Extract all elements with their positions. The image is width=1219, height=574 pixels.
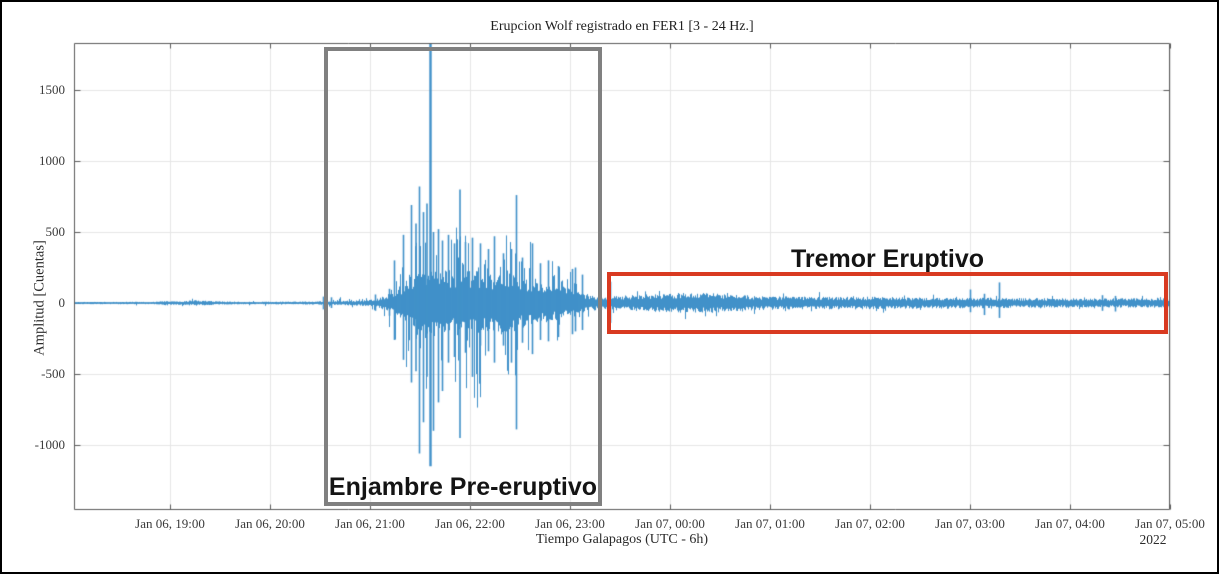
- chart-title: Erupcion Wolf registrado en FER1 [3 - 24…: [490, 19, 754, 34]
- y-tick-label: 500: [45, 224, 66, 239]
- x-axis-label: Tiempo Galapagos (UTC - 6h): [535, 532, 709, 547]
- x-tick-label: Jan 07, 04:00: [1035, 516, 1105, 531]
- x-tick-label: Jan 06, 19:00: [135, 516, 205, 531]
- y-tick-label: 1000: [39, 153, 65, 168]
- y-tick-label: -1000: [34, 437, 65, 452]
- x-tick-label: Jan 06, 22:00: [435, 516, 505, 531]
- x-axis-year-label: 2022: [1139, 532, 1167, 547]
- x-tick-label: Jan 07, 05:00: [1135, 516, 1205, 531]
- swarm-box: [324, 46, 602, 507]
- x-tick-label: Jan 06, 21:00: [335, 516, 405, 531]
- tremor-label: Tremor Eruptivo: [790, 245, 985, 274]
- x-tick-label: Jan 07, 03:00: [935, 516, 1005, 531]
- x-tick-label: Jan 07, 02:00: [835, 516, 905, 531]
- x-tick-label: Jan 06, 23:00: [535, 516, 605, 531]
- y-tick-label: 1500: [39, 82, 65, 97]
- x-tick-label: Jan 06, 20:00: [235, 516, 305, 531]
- y-tick-label: 0: [58, 295, 66, 310]
- swarm-label: Enjambre Pre-eruptivo: [328, 473, 598, 502]
- y-tick-label: -500: [41, 366, 65, 381]
- tremor-box: [607, 272, 1168, 334]
- x-tick-label: Jan 07, 00:00: [635, 516, 705, 531]
- x-tick-label: Jan 07, 01:00: [735, 516, 805, 531]
